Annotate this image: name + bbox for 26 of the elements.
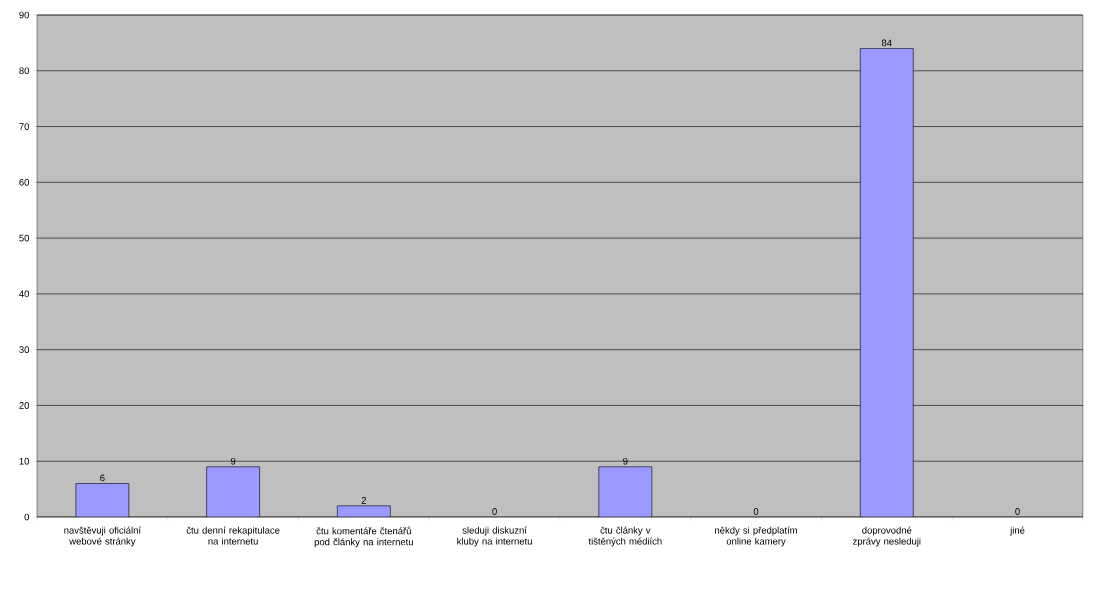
y-tick-label: 30 [19,346,30,353]
data-label: 0 [1015,508,1020,515]
x-tick-label: čtu denní rekapitulace na internetu [186,526,280,545]
x-tick-label: navštěvuji oficiální webové stránky [64,526,141,547]
x-tick-label: jiné [1009,526,1025,536]
y-tick-label: 10 [19,457,30,465]
x-tick-label: čtu komentáře čtenářů pod články na internetu [314,526,413,548]
data-label: 2 [361,497,367,504]
data-label: 9 [230,457,236,465]
y-tick-label: 40 [19,290,30,298]
data-label: 6 [100,474,105,482]
y-tick-label: 70 [19,123,30,130]
data-label: 0 [753,508,759,515]
y-tick-label: 20 [19,402,30,409]
y-tick-label: 80 [19,67,30,75]
x-tick-label: čtu články v tištěných médiích [588,526,662,547]
y-tick-label: 90 [19,11,30,19]
x-tick-label: doprovodné zprávy nesleduji [852,526,921,547]
y-tick-label: 0 [24,513,30,521]
y-tick-label: 50 [19,234,30,242]
x-tick-label: někdy si předplatím online kamery [715,526,797,547]
data-label: 9 [623,457,628,465]
data-label: 0 [492,508,497,515]
y-tick-label: 60 [19,178,30,186]
data-label: 84 [881,39,892,47]
x-tick-label: sleduji diskuzní kluby na internetu [457,526,532,547]
